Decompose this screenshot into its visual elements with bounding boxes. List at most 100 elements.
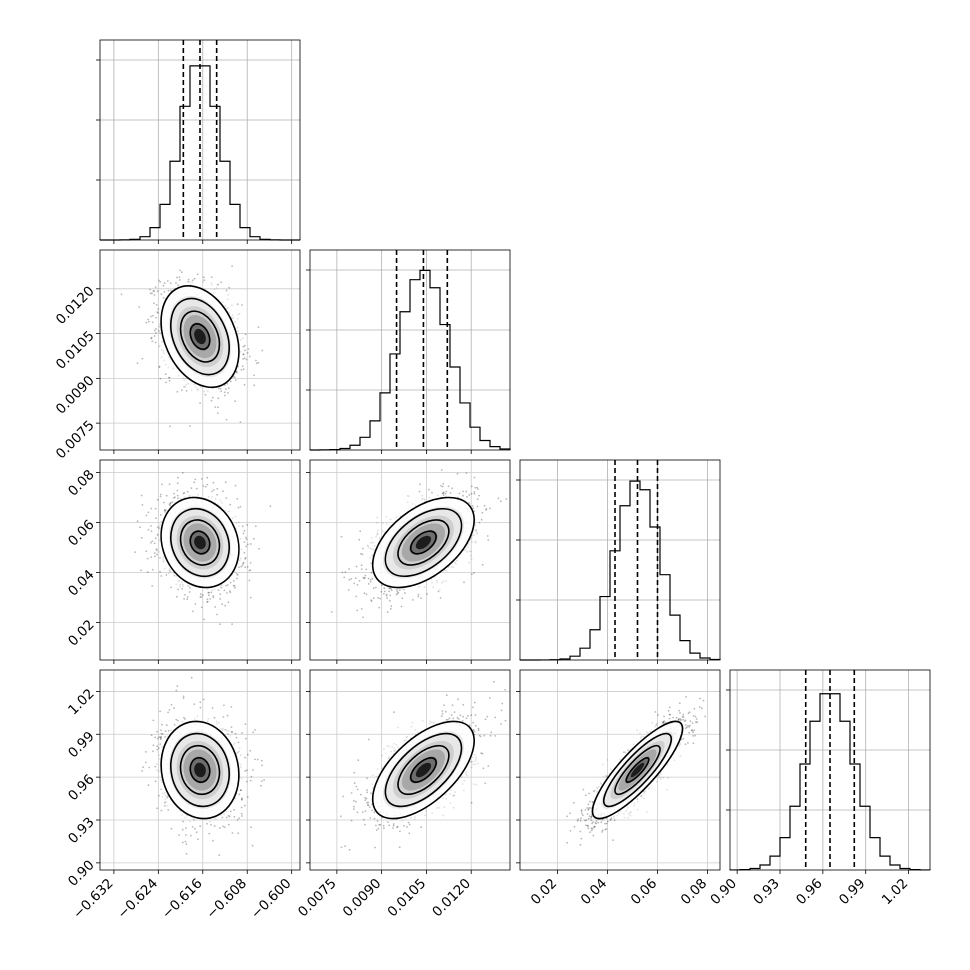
panel-frame [519,459,721,661]
sample-point [235,522,238,524]
sample-point [158,551,161,553]
sample-point [472,507,475,510]
sample-point [158,279,161,282]
sample-point [158,539,161,542]
sample-point [167,289,170,292]
sample-point [176,276,178,279]
sample-point [151,321,154,324]
sample-point [444,492,447,495]
sample-point [248,579,251,582]
sample-point [206,600,209,603]
histogram-2 [519,480,721,661]
sample-point [451,487,453,490]
sample-point [208,594,210,597]
sample-point [243,551,246,554]
sample-point [237,330,240,332]
sample-point [225,584,227,587]
sample-point [217,406,219,409]
sample-point [219,499,221,502]
sample-point [234,321,236,323]
sample-point [159,377,162,380]
sample-point [165,574,168,576]
sample-point [214,606,217,608]
sample-point [475,529,478,532]
sample-point [421,494,424,497]
sample-point [483,504,486,507]
sample-point [445,569,448,572]
sample-point [219,623,221,626]
sample-point [206,390,209,392]
sample-point [217,589,220,591]
sample-point [249,596,252,599]
sample-point [418,586,421,588]
sample-point [505,498,508,500]
sample-point [183,598,186,600]
sample-point [474,524,477,526]
sample-point [136,362,139,364]
sample-point [158,525,161,528]
sample-point [120,293,123,296]
sample-point [370,599,372,602]
sample-point [196,273,199,276]
sample-point [237,506,240,509]
sample-point [136,520,139,523]
sample-point [462,494,464,497]
sample-point [149,292,152,295]
sample-point [228,286,231,289]
sample-point [471,541,473,543]
sample-point [471,573,473,576]
sample-point [246,352,249,354]
sample-point [159,495,162,498]
sample-point [156,549,158,552]
sample-point [145,514,148,517]
sample-point [243,344,246,347]
sample-point [431,491,433,494]
sample-point [229,503,232,506]
sample-point [158,325,161,327]
sample-point [456,559,458,562]
sample-point [418,490,421,493]
sample-point [224,509,227,512]
sample-point [214,406,217,408]
sample-point [179,583,182,586]
sample-point [165,494,168,497]
sample-point [417,593,420,596]
sample-point [470,554,472,557]
sample-point [466,550,469,553]
sample-point [150,556,153,558]
sample-point [170,289,173,292]
sample-point [150,541,152,544]
sample-point [178,276,181,279]
sample-point [376,516,379,519]
sample-point [160,520,163,523]
sample-point [369,556,371,559]
sample-point [179,497,182,500]
sample-point [241,365,244,367]
sample-point [164,373,167,376]
sample-point [194,386,197,389]
sample-point [153,335,156,337]
sample-point [249,569,252,571]
sample-point [226,298,229,301]
sample-point [186,598,189,601]
sample-point [177,374,180,377]
sample-point [186,596,189,598]
sample-point [151,568,154,571]
sample-point [223,589,226,592]
sample-point [245,538,248,540]
sample-point [465,548,467,551]
sample-point [210,282,213,284]
sample-point [213,588,216,591]
sample-point [253,537,255,540]
sample-point [160,293,163,295]
sample-point [234,515,237,518]
sample-point [439,597,442,599]
sample-point [134,551,137,553]
sample-point [154,537,157,540]
sample-point [244,333,247,336]
sample-point [213,489,215,491]
sample-point [202,280,205,283]
sample-point [150,336,153,339]
sample-point [382,593,385,595]
sample-point [176,482,179,485]
